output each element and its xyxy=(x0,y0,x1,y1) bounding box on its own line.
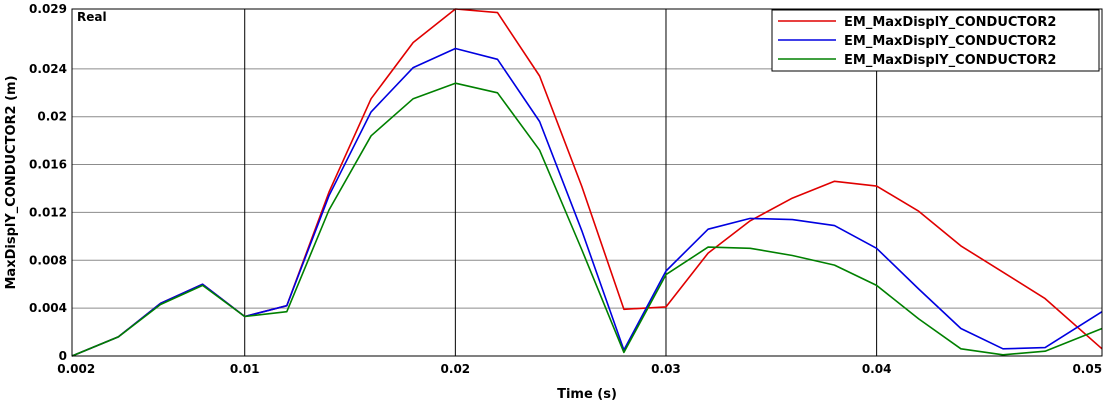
y-tick-label: 0.016 xyxy=(29,158,67,172)
series-line-3 xyxy=(71,82,1103,357)
y-tick-label: 0.024 xyxy=(29,62,67,76)
chart-annotation: Real xyxy=(77,10,107,24)
legend-label[interactable]: EM_MaxDisplY_CONDUCTOR2 xyxy=(844,34,1056,49)
tick-labels: 0 0.004 0.008 0.012 0.016 0.02 0.024 0.029 0.002… xyxy=(29,2,1102,376)
legend-label[interactable]: EM_MaxDisplY_CONDUCTOR2 xyxy=(844,53,1056,68)
y-tick-label: 0.004 xyxy=(29,301,67,315)
y-tick-label: 0 xyxy=(59,349,67,363)
y-tick-label: 0.012 xyxy=(29,205,67,219)
legend-label[interactable]: EM_MaxDisplY_CONDUCTOR2 xyxy=(844,15,1056,30)
y-tick-label: 0.008 xyxy=(29,253,67,267)
series-lines xyxy=(71,8,1103,357)
y-tick-label: 0.02 xyxy=(37,110,67,124)
x-tick-label: 0.002 xyxy=(57,362,95,376)
x-tick-label: 0.05 xyxy=(1072,362,1102,376)
x-axis-title: Time (s) xyxy=(557,387,617,402)
plot-frame xyxy=(71,8,1103,357)
legend[interactable]: EM_MaxDisplY_CONDUCTOR2 EM_MaxDisplY_COND… xyxy=(771,9,1100,72)
y-axis-title: MaxDisplY_CONDUCTOR2 (m) xyxy=(4,75,19,289)
y-tick-label: 0.029 xyxy=(29,2,67,16)
x-tick-label: 0.01 xyxy=(230,362,260,376)
x-tick-label: 0.02 xyxy=(441,362,471,376)
x-tick-label: 0.03 xyxy=(651,362,681,376)
x-tick-label: 0.04 xyxy=(862,362,892,376)
